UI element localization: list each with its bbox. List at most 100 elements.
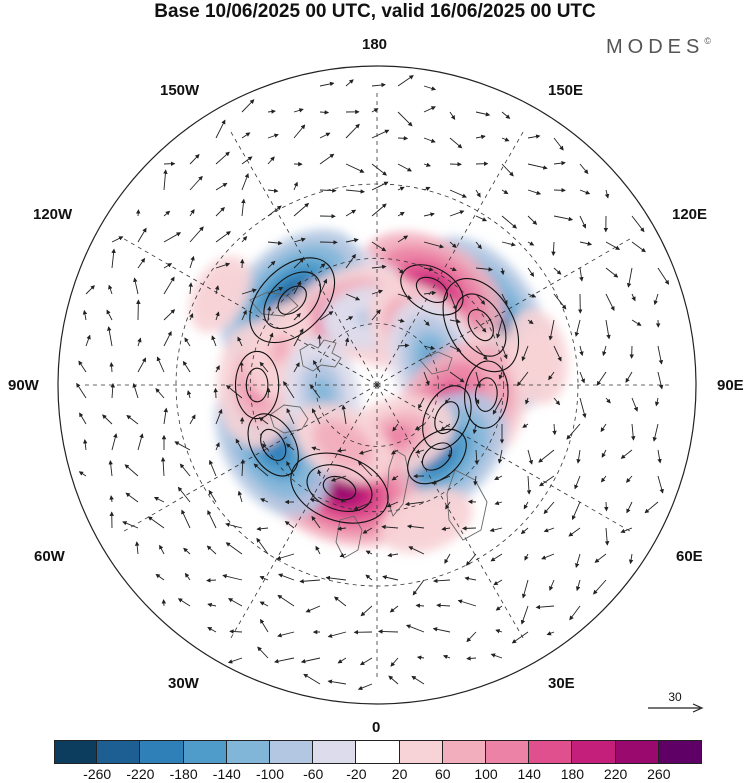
wind-vector-364 — [575, 553, 581, 568]
wind-vector-269 — [358, 449, 373, 455]
wind-vector-328 — [147, 516, 165, 529]
wind-vector-189 — [501, 345, 508, 360]
wind-vector-90 — [241, 236, 248, 243]
wind-vector-162 — [371, 309, 381, 321]
coastline-segment-3 — [335, 515, 363, 559]
wind-vector-217 — [110, 382, 115, 399]
wind-vector-126 — [626, 267, 633, 288]
wind-vector-219 — [155, 388, 165, 399]
wind-vector-88 — [189, 226, 204, 243]
coastline-segment-4 — [419, 351, 453, 375]
wind-vector-391 — [305, 605, 321, 613]
wind-vectors — [76, 75, 670, 691]
wind-vector-8 — [319, 110, 330, 115]
wind-vector-61 — [527, 189, 542, 195]
height-contour-3-1 — [260, 428, 287, 461]
wind-vector-339 — [441, 526, 451, 531]
wind-vector-122 — [527, 267, 535, 277]
wind-vector-164 — [423, 319, 430, 327]
wind-vector-89 — [215, 231, 231, 243]
wind-vector-354 — [315, 545, 321, 555]
wind-vector-49 — [215, 182, 228, 191]
wind-vector-160 — [319, 311, 334, 321]
wind-vector-368 — [184, 572, 191, 581]
wind-vector-289 — [286, 460, 295, 477]
wind-vector-228 — [475, 397, 480, 405]
colorbar-swatch-5 — [270, 740, 314, 764]
wind-vector-335 — [337, 526, 347, 531]
wind-vector-148 — [605, 293, 615, 312]
wind-vector-281 — [78, 471, 87, 477]
wind-vector-204 — [293, 362, 300, 373]
wind-vector-212 — [579, 371, 585, 384]
wind-vector-5 — [241, 99, 255, 113]
wind-vector-216 — [76, 382, 87, 399]
reference-vector-arrow — [648, 703, 704, 713]
wind-vector-235 — [654, 397, 660, 407]
colorbar-frame — [54, 740, 702, 764]
wind-vector-365 — [594, 553, 607, 563]
wind-vector-134 — [241, 288, 257, 295]
wind-vector-14 — [475, 111, 491, 117]
wind-vector-110 — [215, 262, 231, 269]
wind-vector-220 — [186, 390, 192, 399]
wind-vector-191 — [553, 345, 562, 362]
wind-vector-45 — [553, 160, 566, 166]
map-boundary — [57, 65, 697, 705]
modes-logo: MODES© — [606, 36, 711, 59]
wind-vector-202 — [239, 361, 244, 373]
wind-vector-133 — [214, 285, 220, 295]
wind-vector-226 — [418, 397, 425, 409]
wind-vector-303 — [657, 475, 664, 494]
wind-vector-175 — [107, 326, 113, 347]
wind-vector-253 — [552, 423, 557, 436]
wind-vector-280 — [657, 449, 662, 464]
wind-vector-243 — [258, 417, 269, 425]
wind-vector-6 — [267, 109, 276, 114]
colorbar — [54, 740, 702, 764]
wind-vector-92 — [293, 237, 306, 243]
height-contour-0-2 — [455, 293, 507, 357]
wind-vector-84 — [631, 215, 645, 233]
wind-vector-13 — [449, 111, 456, 120]
wind-vector-360 — [465, 553, 477, 566]
wind-vector-255 — [600, 423, 607, 433]
longitude-label-30e: 30E — [548, 675, 575, 692]
colorbar-swatch-12 — [572, 740, 616, 764]
wind-vector-248 — [414, 423, 425, 431]
wind-vector-371 — [259, 575, 269, 581]
wind-vector-138 — [345, 293, 361, 301]
wind-vector-404 — [260, 618, 269, 633]
wind-vector-236 — [79, 412, 87, 425]
wind-vector-295 — [431, 475, 451, 485]
colorbar-tick-11: 180 — [560, 766, 585, 782]
wind-vector-53 — [319, 188, 337, 193]
wind-vector-20 — [319, 132, 331, 139]
wind-vector-425 — [466, 656, 477, 661]
wind-vector-115 — [345, 253, 356, 269]
wind-vector-114 — [319, 263, 326, 269]
wind-vector-103 — [579, 241, 593, 246]
wind-vector-390 — [277, 594, 295, 607]
wind-vector-179 — [211, 335, 217, 347]
height-anomaly-field — [189, 229, 568, 554]
wind-vector-370 — [222, 574, 243, 581]
wind-vector-394 — [389, 605, 399, 613]
wind-vector-263 — [215, 442, 220, 451]
copyright-mark: © — [704, 36, 711, 46]
wind-vector-315 — [386, 501, 399, 508]
wind-vector-11 — [397, 111, 413, 127]
colorbar-tick-9: 100 — [474, 766, 498, 782]
wind-vector-177 — [163, 330, 172, 347]
wind-vector-205 — [313, 360, 321, 373]
wind-vector-22 — [371, 129, 390, 139]
wind-vector-426 — [490, 653, 503, 659]
wind-vector-350 — [206, 545, 217, 555]
wind-vector-309 — [237, 490, 243, 503]
wind-vector-431 — [411, 675, 425, 685]
wind-vector-214 — [625, 371, 633, 383]
wind-vector-296 — [473, 475, 478, 486]
wind-vector-247 — [392, 423, 399, 432]
wind-vector-291 — [330, 475, 347, 482]
colorbar-swatch-0 — [54, 740, 98, 764]
